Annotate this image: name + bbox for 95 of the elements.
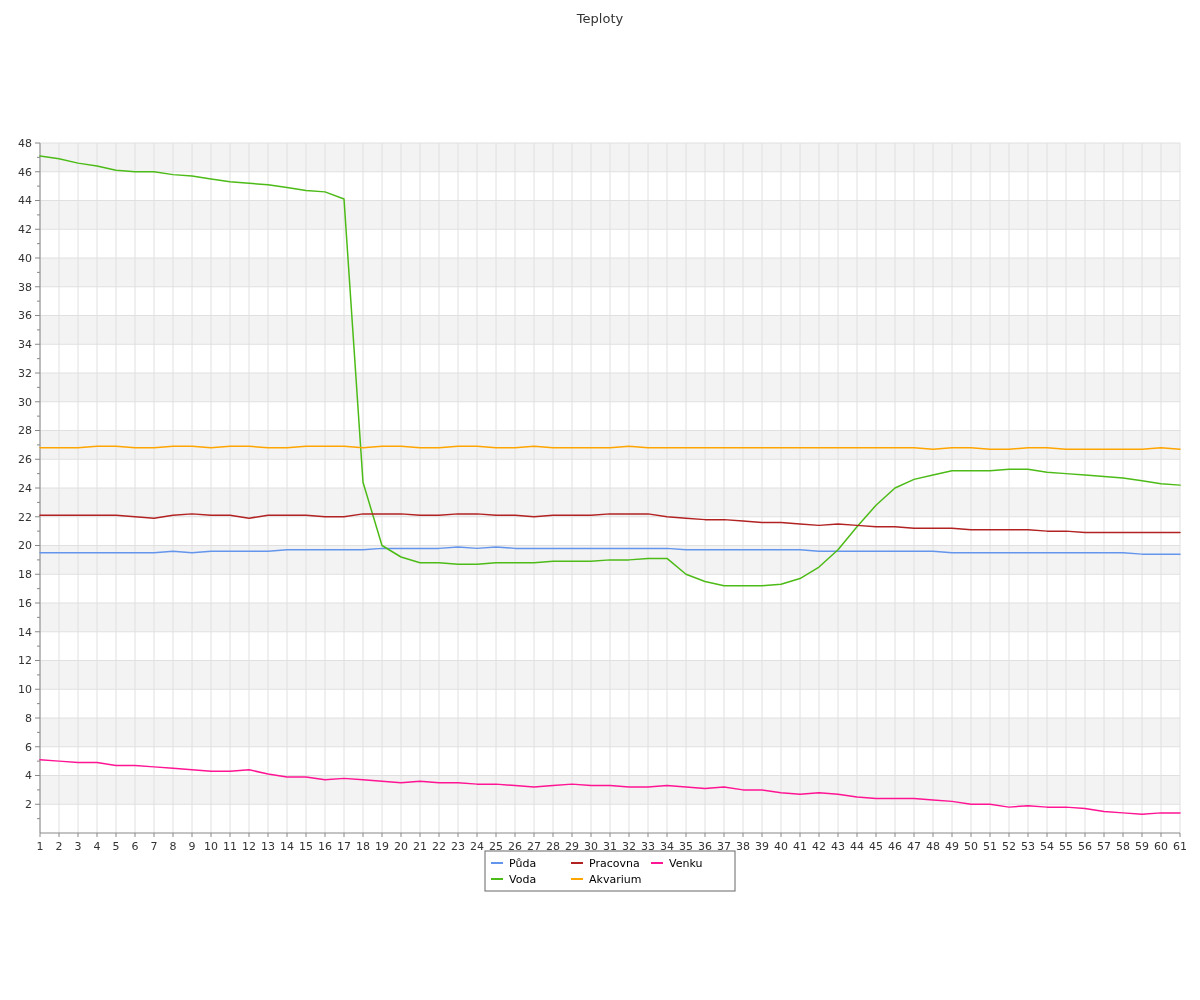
x-tick-label: 32 xyxy=(622,840,636,853)
x-tick-label: 42 xyxy=(812,840,826,853)
x-tick-label: 38 xyxy=(736,840,750,853)
x-tick-label: 44 xyxy=(850,840,864,853)
x-tick-label: 8 xyxy=(169,840,177,853)
x-tick-label: 46 xyxy=(888,840,902,853)
x-tick-label: 30 xyxy=(584,840,598,853)
x-tick-label: 47 xyxy=(907,840,921,853)
x-tick-label: 16 xyxy=(318,840,332,853)
x-tick-label: 14 xyxy=(280,840,294,853)
x-tick-label: 56 xyxy=(1078,840,1092,853)
x-tick-label: 29 xyxy=(565,840,579,853)
x-tick-label: 57 xyxy=(1097,840,1111,853)
y-tick-label: 38 xyxy=(18,280,32,294)
line-series xyxy=(39,155,1181,587)
x-tick-label: 23 xyxy=(451,840,465,853)
x-tick-label: 19 xyxy=(375,840,389,853)
x-tick-label: 20 xyxy=(394,840,408,853)
x-tick-label: 49 xyxy=(945,840,959,853)
x-tick-label: 7 xyxy=(150,840,158,853)
x-tick-label: 31 xyxy=(603,840,617,853)
y-tick-label: 48 xyxy=(18,136,32,150)
y-tick-label: 4 xyxy=(25,769,32,783)
legend-label: Venku xyxy=(669,856,703,870)
x-tick-label: 21 xyxy=(413,840,427,853)
x-tick-label: 11 xyxy=(223,840,237,853)
x-tick-label: 61 xyxy=(1173,840,1187,853)
y-tick-label: 10 xyxy=(18,683,32,697)
x-tick-label: 2 xyxy=(55,840,63,853)
x-tick-label: 25 xyxy=(489,840,503,853)
y-tick-label: 14 xyxy=(18,625,32,639)
x-tick-label: 48 xyxy=(926,840,940,853)
x-tick-label: 1 xyxy=(36,840,44,853)
y-tick-label: 36 xyxy=(18,309,32,323)
x-tick-label: 51 xyxy=(983,840,997,853)
y-tick-label: 42 xyxy=(18,223,32,237)
line-series xyxy=(39,758,1181,816)
x-tick-label: 50 xyxy=(964,840,978,853)
x-tick-label: 13 xyxy=(261,840,275,853)
x-tick-label: 58 xyxy=(1116,840,1130,853)
legend-label: Akvarium xyxy=(589,872,642,886)
x-tick-label: 18 xyxy=(356,840,370,853)
x-tick-label: 36 xyxy=(698,840,712,853)
line-series xyxy=(39,513,1181,534)
x-tick-label: 34 xyxy=(660,840,674,853)
y-tick-label: 28 xyxy=(18,424,32,438)
x-tick-label: 55 xyxy=(1059,840,1073,853)
y-tick-label: 16 xyxy=(18,596,32,610)
x-tick-label: 26 xyxy=(508,840,522,853)
y-tick-label: 18 xyxy=(18,568,32,582)
x-tick-label: 12 xyxy=(242,840,256,853)
y-tick-label: 32 xyxy=(18,366,32,380)
x-tick-label: 43 xyxy=(831,840,845,853)
x-tick-label: 41 xyxy=(793,840,807,853)
y-tick-label: 22 xyxy=(18,510,32,524)
x-tick-label: 24 xyxy=(470,840,484,853)
x-tick-label: 52 xyxy=(1002,840,1016,853)
x-tick-label: 22 xyxy=(432,840,446,853)
x-tick-label: 45 xyxy=(869,840,883,853)
y-tick-label: 2 xyxy=(25,798,32,812)
x-tick-label: 15 xyxy=(299,840,313,853)
y-tick-label: 26 xyxy=(18,453,32,467)
y-tick-label: 12 xyxy=(18,654,32,668)
x-tick-label: 40 xyxy=(774,840,788,853)
x-tick-label: 10 xyxy=(204,840,218,853)
x-tick-label: 27 xyxy=(527,840,541,853)
x-tick-label: 39 xyxy=(755,840,769,853)
y-tick-label: 30 xyxy=(18,395,32,409)
y-tick-label: 40 xyxy=(18,251,32,265)
x-tick-label: 4 xyxy=(93,840,101,853)
x-tick-label: 9 xyxy=(188,840,196,853)
x-tick-label: 59 xyxy=(1135,840,1149,853)
x-tick-label: 54 xyxy=(1040,840,1054,853)
x-tick-label: 60 xyxy=(1154,840,1168,853)
legend-label: Pracovna xyxy=(589,856,640,870)
x-tick-label: 37 xyxy=(717,840,731,853)
x-tick-label: 35 xyxy=(679,840,693,853)
legend-label: Voda xyxy=(509,872,537,886)
x-tick-label: 5 xyxy=(112,840,120,853)
y-tick-label: 24 xyxy=(18,481,32,495)
chart-title: Teploty xyxy=(575,11,624,26)
legend-label: Půda xyxy=(509,856,537,870)
y-tick-label: 46 xyxy=(18,165,32,179)
x-tick-label: 17 xyxy=(337,840,351,853)
y-tick-label: 8 xyxy=(25,711,32,725)
y-tick-label: 6 xyxy=(25,740,32,754)
x-tick-label: 6 xyxy=(131,840,139,853)
x-tick-label: 53 xyxy=(1021,840,1035,853)
y-tick-label: 20 xyxy=(18,539,32,553)
line-series xyxy=(39,546,1181,555)
x-tick-label: 33 xyxy=(641,840,655,853)
x-tick-label: 28 xyxy=(546,840,560,853)
y-tick-label: 44 xyxy=(18,194,32,208)
x-tick-label: 3 xyxy=(74,840,82,853)
y-tick-label: 34 xyxy=(18,338,32,352)
